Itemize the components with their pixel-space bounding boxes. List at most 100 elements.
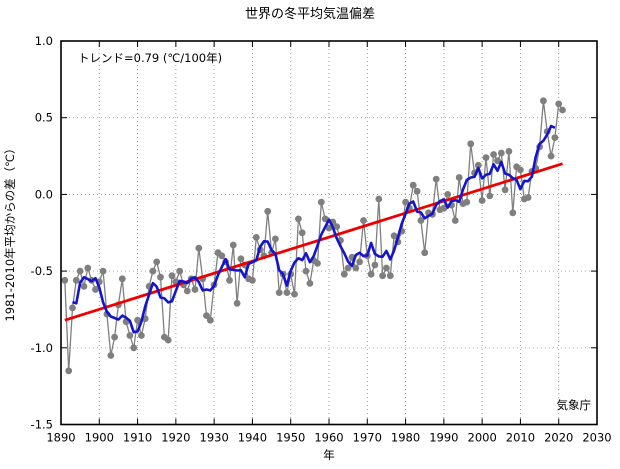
- chart-title: 世界の冬平均気温偏差: [245, 6, 375, 22]
- annual-data-point: [559, 106, 566, 114]
- annual-data-point: [486, 192, 494, 200]
- annual-data-point: [478, 197, 486, 204]
- y-tick-label: -1.5: [31, 418, 53, 432]
- annual-data-point: [432, 175, 440, 183]
- annual-data-point: [291, 290, 298, 298]
- annual-data-point: [333, 223, 341, 231]
- annual-data-point: [191, 286, 199, 293]
- annual-data-point: [371, 261, 379, 269]
- annual-data-point: [314, 260, 321, 267]
- annual-data-point: [509, 209, 517, 217]
- annual-data-point: [386, 272, 394, 280]
- annual-data-point: [444, 191, 452, 198]
- annual-data-point: [302, 267, 310, 275]
- annual-data-point: [195, 244, 203, 252]
- annual-data-point: [494, 157, 501, 165]
- annual-data-point: [69, 304, 76, 312]
- trend-annotation: トレンド=0.79 (℃/100年): [78, 51, 222, 65]
- x-tick-label: 1950: [276, 431, 305, 445]
- annual-data-point: [183, 287, 191, 295]
- annual-data-point: [84, 264, 92, 272]
- annual-data-point: [555, 100, 563, 108]
- annual-data-point: [168, 272, 176, 280]
- annual-data-point: [264, 207, 272, 215]
- annual-data-point: [306, 280, 314, 287]
- annual-data-point: [76, 267, 84, 275]
- x-tick-label: 1940: [238, 431, 267, 445]
- annual-data-point: [80, 283, 88, 290]
- annual-data-point: [237, 255, 245, 263]
- y-tick-label: 1.0: [35, 34, 53, 48]
- source-label: 気象庁: [557, 398, 592, 412]
- annual-data-point: [344, 264, 352, 272]
- annual-data-point: [249, 276, 256, 284]
- annual-data-point: [226, 276, 233, 284]
- annual-data-point: [360, 217, 367, 224]
- annual-data-point: [149, 267, 157, 275]
- annual-data-point: [409, 181, 417, 189]
- x-tick-label: 1910: [123, 431, 152, 445]
- plot-frame: [60, 40, 598, 426]
- annual-data-point: [321, 215, 329, 223]
- annual-data-point: [467, 140, 475, 148]
- annual-data-point: [295, 215, 302, 223]
- y-tick-label: -0.5: [31, 264, 53, 278]
- x-tick-label: 1980: [391, 431, 420, 445]
- annual-data-point: [206, 316, 214, 324]
- annual-data-point: [501, 186, 509, 194]
- annual-data-point: [272, 235, 279, 243]
- x-tick-label: 2010: [506, 431, 535, 445]
- annual-data-point: [233, 299, 241, 307]
- annual-data-point: [61, 276, 69, 284]
- annual-data-point: [524, 194, 532, 201]
- annual-data-point: [490, 151, 497, 158]
- annual-data-point: [367, 270, 375, 278]
- y-axis-label: 1981-2010年平均からの差（℃）: [3, 142, 17, 321]
- annual-data-point: [153, 258, 161, 266]
- annual-data-point: [130, 344, 138, 352]
- annual-data-point: [497, 149, 505, 157]
- annual-data-point: [390, 232, 398, 240]
- annual-data-point: [134, 316, 142, 324]
- annual-data-point: [455, 174, 463, 181]
- annual-data-point: [317, 198, 325, 206]
- annual-data-point: [65, 367, 73, 375]
- y-tick-label: -1.0: [31, 341, 53, 355]
- annual-data-point: [252, 234, 260, 241]
- x-tick-label: 2030: [582, 431, 611, 445]
- annual-data-point: [547, 152, 555, 160]
- annual-data-point: [383, 264, 390, 272]
- annual-data-point: [474, 161, 482, 169]
- annual-data-point: [417, 217, 425, 224]
- annual-data-point: [164, 336, 172, 344]
- annual-data-point: [517, 166, 524, 174]
- x-tick-label: 2020: [544, 431, 573, 445]
- annual-data-point: [176, 267, 184, 275]
- x-tick-label: 1900: [85, 431, 114, 445]
- annual-data-point: [440, 204, 448, 212]
- y-tick-label: 0.0: [35, 187, 53, 201]
- x-tick-label: 1990: [429, 431, 458, 445]
- annual-data-point: [375, 195, 383, 203]
- annual-data-point: [340, 270, 348, 278]
- x-tick-label: 1920: [161, 431, 190, 445]
- annual-data-point: [99, 267, 107, 275]
- annual-data-point: [540, 97, 547, 105]
- annual-data-point: [551, 134, 559, 142]
- x-tick-label: 1970: [353, 431, 382, 445]
- x-tick-label: 1930: [200, 431, 229, 445]
- annual-data-point: [325, 224, 333, 232]
- annual-data-point: [107, 352, 115, 359]
- annual-data-point: [229, 241, 237, 249]
- annual-data-point: [283, 289, 291, 296]
- annual-data-point: [118, 275, 126, 283]
- annual-data-point: [402, 198, 409, 206]
- annual-data-point: [482, 154, 490, 162]
- annual-data-point: [356, 258, 363, 266]
- x-tick-label: 1890: [46, 431, 75, 445]
- trend-line: [64, 162, 563, 322]
- annual-data-point: [379, 272, 386, 280]
- annual-data-point: [413, 187, 421, 195]
